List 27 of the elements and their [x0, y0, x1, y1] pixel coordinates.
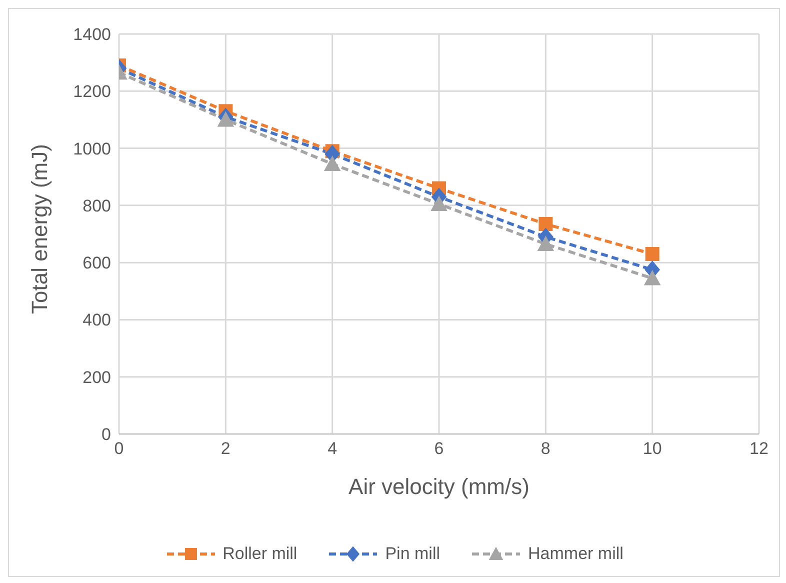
point — [430, 196, 448, 211]
point — [217, 111, 234, 127]
x-tick-label: 8 — [540, 439, 550, 458]
y-tick-label: 1000 — [73, 139, 111, 158]
x-tick-label: 6 — [434, 439, 444, 458]
legend-label: Roller mill — [222, 544, 298, 564]
point — [645, 247, 660, 261]
y-tick-label: 600 — [82, 254, 111, 273]
y-tick-label: 400 — [82, 310, 111, 330]
x-tick-label: 2 — [220, 439, 230, 458]
legend-label: Hammer mill — [528, 544, 624, 564]
point — [538, 217, 553, 231]
point — [537, 236, 554, 251]
legend-label: Pin mill — [385, 544, 440, 564]
x-axis-title: Air velocity (mm/s) — [348, 474, 530, 499]
x-tick-label: 10 — [642, 439, 662, 458]
y-axis-title: Total energy (mJ) — [26, 144, 52, 314]
y-tick-label: 800 — [82, 196, 111, 216]
y-tick-label: 1200 — [73, 82, 111, 102]
y-tick-label: 200 — [82, 368, 111, 387]
x-tick-label: 12 — [750, 439, 768, 458]
point — [644, 270, 661, 286]
y-tick-label: 0 — [102, 425, 111, 444]
x-tick-label: 0 — [114, 439, 124, 458]
point — [324, 156, 341, 171]
y-tick-label: 1400 — [73, 25, 111, 44]
x-tick-label: 4 — [328, 439, 338, 458]
